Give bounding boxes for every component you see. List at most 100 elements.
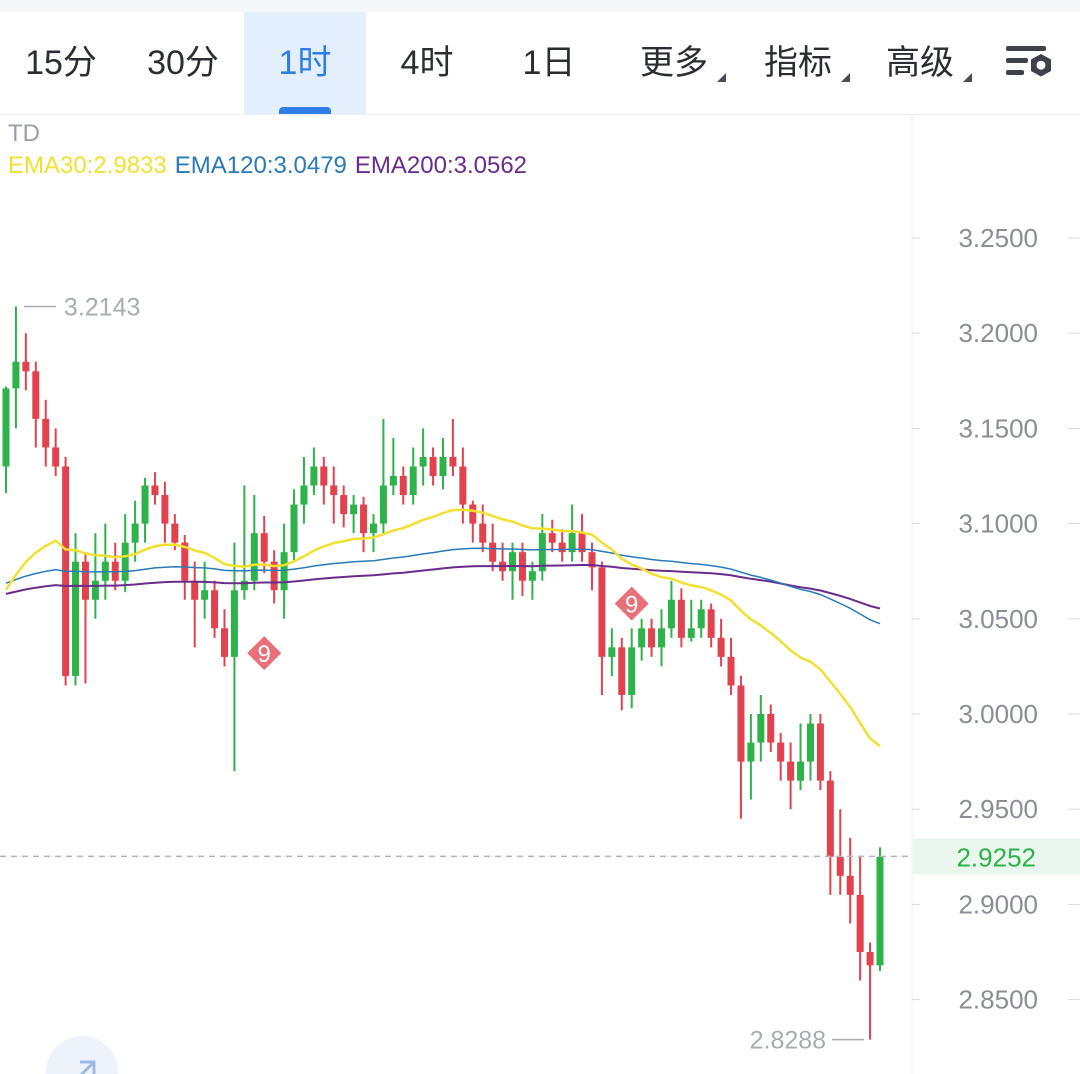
- tab-1hour-label: 1时: [278, 44, 332, 82]
- candle-body: [737, 685, 745, 762]
- y-tick-label: 3.1000: [958, 509, 1038, 539]
- candle-body: [717, 637, 725, 657]
- candle-body: [330, 485, 338, 496]
- tab-indicators-label: 指标: [764, 44, 832, 82]
- candle-body: [171, 523, 179, 543]
- candles-group: [2, 306, 884, 1040]
- candle-body: [12, 361, 20, 389]
- candle-body: [628, 647, 636, 695]
- candle-body: [2, 388, 10, 467]
- candle-body: [568, 533, 576, 553]
- candle-body: [131, 523, 139, 543]
- candle-body: [479, 523, 487, 543]
- tab-advanced[interactable]: 高级: [872, 12, 972, 114]
- candle-body: [161, 495, 169, 524]
- candle-body: [221, 628, 228, 657]
- ema200-line: [5, 564, 881, 610]
- chevron-down-icon: [841, 73, 850, 82]
- y-tick-label: 3.1500: [958, 413, 1038, 443]
- candle-body: [230, 590, 238, 657]
- candle-body: [121, 542, 129, 581]
- current-price-label: 2.9252: [956, 842, 1036, 872]
- candle-body: [469, 504, 477, 524]
- y-tick-label: 2.8500: [958, 985, 1038, 1015]
- candle-body: [697, 609, 705, 629]
- ema30-legend: EMA30:2.9833: [8, 152, 167, 179]
- tab-indicators[interactable]: 指标: [750, 12, 850, 114]
- expand-button-bg: [46, 1036, 118, 1074]
- tab-4hour-label: 4时: [400, 44, 454, 82]
- y-tick-label: 2.9000: [958, 889, 1038, 919]
- tab-1hour[interactable]: 1时: [244, 12, 366, 114]
- tab-1day-label: 1日: [522, 44, 576, 82]
- tab-30min[interactable]: 30分: [122, 12, 244, 114]
- candle-body: [826, 780, 834, 857]
- candle-body: [578, 533, 586, 553]
- candle-body: [32, 371, 40, 419]
- candle-body: [280, 552, 288, 591]
- candle-body: [419, 456, 427, 467]
- candle-body: [300, 485, 308, 505]
- tab-advanced-label: 高级: [886, 44, 954, 82]
- candle-body: [856, 894, 864, 952]
- candle-body: [439, 456, 447, 476]
- candle-body: [141, 485, 149, 524]
- candle-body: [608, 647, 616, 657]
- chevron-down-icon: [963, 73, 972, 82]
- td-marker: 9: [614, 586, 649, 621]
- td-marker-label: 9: [258, 641, 271, 668]
- tab-15min-label: 15分: [25, 44, 97, 82]
- candle-body: [151, 485, 159, 496]
- y-tick-label: 2.9500: [958, 794, 1038, 824]
- candle-body: [658, 628, 665, 648]
- candle-body: [816, 723, 824, 781]
- candle-body: [22, 361, 30, 372]
- chart-legend: TD EMA30:2.9833 EMA120:3.0479 EMA200:3.056…: [8, 118, 535, 182]
- candle-body: [369, 523, 377, 534]
- candle-body: [42, 418, 50, 448]
- candle-body: [350, 504, 358, 515]
- candle-body: [320, 466, 328, 486]
- candle-body: [648, 628, 656, 648]
- candle-body: [787, 761, 795, 781]
- tab-15min[interactable]: 15分: [0, 12, 122, 114]
- candle-body: [389, 476, 397, 486]
- y-tick-label: 3.2000: [958, 318, 1038, 348]
- candlestick-chart[interactable]: 3.2500 3.2000 3.1500 3.1000 3.0500 3.0000 2.95…: [0, 114, 1080, 1074]
- candle-body: [797, 761, 805, 781]
- candle-body: [310, 466, 318, 486]
- tab-4hour[interactable]: 4时: [366, 12, 488, 114]
- candle-body: [727, 656, 735, 686]
- current-price-badge: [913, 838, 1080, 875]
- candle-body: [528, 571, 536, 581]
- candle-body: [449, 456, 457, 467]
- candle-body: [588, 552, 596, 568]
- candle-body: [876, 856, 884, 966]
- chevron-down-icon: [717, 73, 726, 82]
- candle-body: [429, 456, 437, 476]
- tab-more-label: 更多: [640, 44, 708, 82]
- candle-body: [598, 567, 606, 657]
- candle-body: [201, 590, 209, 600]
- candle-body: [340, 495, 348, 515]
- tab-more[interactable]: 更多: [626, 12, 726, 114]
- candle-body: [846, 875, 854, 895]
- candle-body: [379, 485, 387, 524]
- candle-body: [459, 466, 467, 505]
- chart-settings-button[interactable]: [1000, 38, 1060, 88]
- tab-1day[interactable]: 1日: [488, 12, 610, 114]
- chart-settings-icon: [1006, 46, 1051, 77]
- timeframe-toolbar: 15分 30分 1时 4时 1日 更多 指标 高级: [0, 12, 1080, 115]
- candle-body: [260, 533, 268, 562]
- candle-body: [687, 628, 695, 638]
- expand-chart-button[interactable]: [46, 1036, 118, 1074]
- candle-body: [866, 952, 874, 966]
- candle-body: [290, 504, 298, 553]
- candle-body: [836, 856, 844, 876]
- candle-body: [489, 542, 497, 562]
- candle-body: [707, 609, 715, 638]
- td-marker: 9: [247, 636, 282, 671]
- expand-arrow-icon: [79, 1060, 96, 1074]
- candle-body: [548, 533, 556, 543]
- candle-body: [618, 647, 626, 695]
